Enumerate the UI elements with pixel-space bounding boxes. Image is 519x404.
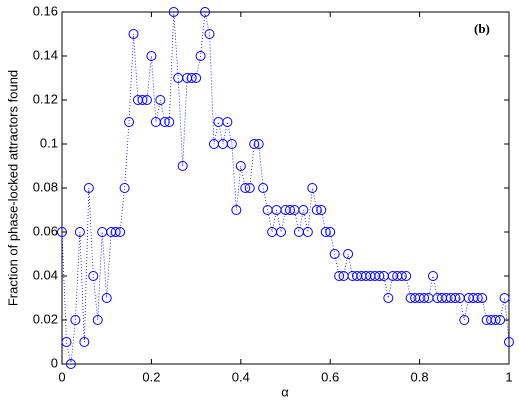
y-tick-label: 0.16 bbox=[33, 3, 58, 18]
marker bbox=[168, 7, 179, 17]
marker bbox=[222, 117, 233, 127]
marker bbox=[74, 227, 85, 237]
marker bbox=[204, 29, 215, 39]
marker bbox=[195, 51, 206, 61]
x-tick-label: 1 bbox=[505, 369, 512, 384]
marker bbox=[276, 227, 287, 237]
marker bbox=[472, 293, 483, 303]
marker bbox=[88, 271, 99, 281]
marker bbox=[79, 337, 90, 347]
y-tick-label: 0.04 bbox=[33, 267, 58, 282]
annotation: (b) bbox=[474, 21, 490, 36]
marker bbox=[164, 117, 175, 127]
marker bbox=[191, 73, 202, 83]
marker bbox=[495, 315, 506, 325]
marker bbox=[235, 161, 246, 171]
y-axis-label: Fraction of phase-locked attractors foun… bbox=[5, 70, 20, 306]
marker bbox=[155, 95, 166, 105]
marker bbox=[329, 249, 340, 259]
marker bbox=[396, 271, 407, 281]
marker bbox=[334, 271, 345, 281]
marker bbox=[200, 7, 211, 17]
marker bbox=[477, 293, 488, 303]
marker bbox=[141, 95, 152, 105]
marker bbox=[186, 73, 197, 83]
x-tick-label: 0 bbox=[58, 369, 65, 384]
marker bbox=[70, 315, 81, 325]
marker bbox=[253, 139, 264, 149]
marker bbox=[83, 183, 94, 193]
marker bbox=[401, 271, 412, 281]
marker bbox=[320, 227, 331, 237]
marker bbox=[128, 29, 139, 39]
marker bbox=[115, 227, 126, 237]
marker bbox=[499, 293, 510, 303]
marker bbox=[240, 183, 251, 193]
marker bbox=[249, 139, 260, 149]
marker bbox=[302, 227, 313, 237]
marker bbox=[61, 337, 72, 347]
marker bbox=[226, 139, 237, 149]
marker bbox=[459, 315, 470, 325]
marker bbox=[298, 205, 309, 215]
marker bbox=[159, 117, 170, 127]
marker bbox=[504, 337, 514, 347]
x-tick-label: 0.8 bbox=[411, 369, 429, 384]
marker bbox=[325, 227, 336, 237]
y-tick-label: 0.14 bbox=[33, 47, 58, 62]
y-tick-label: 0.08 bbox=[33, 179, 58, 194]
marker bbox=[307, 183, 318, 193]
marker bbox=[92, 315, 103, 325]
marker bbox=[124, 117, 135, 127]
marker bbox=[101, 293, 112, 303]
marker bbox=[490, 315, 501, 325]
marker bbox=[146, 51, 157, 61]
marker bbox=[57, 227, 67, 237]
y-tick-label: 0 bbox=[51, 355, 58, 370]
y-tick-label: 0.06 bbox=[33, 223, 58, 238]
x-tick-label: 0.2 bbox=[142, 369, 160, 384]
marker bbox=[177, 161, 188, 171]
marker bbox=[110, 227, 121, 237]
marker bbox=[119, 183, 130, 193]
marker bbox=[244, 183, 255, 193]
x-tick-label: 0.6 bbox=[321, 369, 339, 384]
marker bbox=[65, 359, 76, 369]
marker bbox=[428, 271, 439, 281]
plot-frame bbox=[61, 11, 510, 365]
y-tick-label: 0.12 bbox=[33, 91, 58, 106]
marker bbox=[258, 183, 269, 193]
marker bbox=[137, 95, 148, 105]
marker bbox=[343, 249, 354, 259]
y-tick-label: 0.02 bbox=[33, 311, 58, 326]
x-axis-label: α bbox=[281, 384, 289, 399]
marker bbox=[316, 205, 327, 215]
marker bbox=[311, 205, 322, 215]
marker bbox=[374, 271, 385, 281]
marker bbox=[419, 293, 430, 303]
marker bbox=[383, 293, 394, 303]
marker bbox=[231, 205, 242, 215]
marker bbox=[450, 293, 461, 303]
y-tick-label: 0.1 bbox=[40, 135, 58, 150]
x-tick-label: 0.4 bbox=[232, 369, 250, 384]
marker bbox=[284, 205, 295, 215]
